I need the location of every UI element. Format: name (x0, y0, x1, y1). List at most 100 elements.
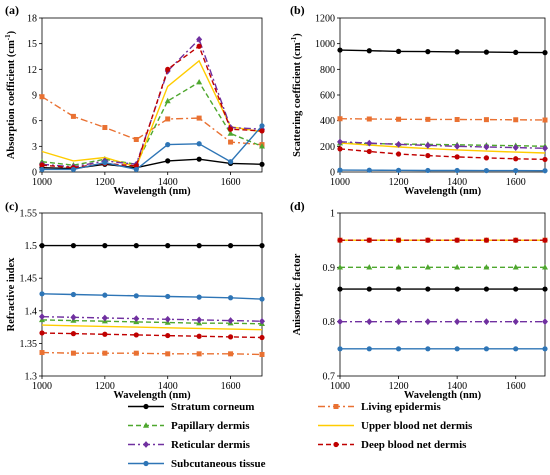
legend-label: Upper blood net dermis (361, 420, 473, 432)
data-point (395, 167, 402, 173)
legend-swatch-marker (143, 460, 149, 467)
series-subcutaneous-tissue (337, 167, 548, 174)
y-tick-label: 1.5 (25, 241, 38, 252)
data-point (133, 293, 139, 299)
series-subcutaneous-tissue (39, 291, 265, 302)
data-point (395, 48, 402, 54)
legend-swatch-marker (333, 441, 339, 448)
data-point (102, 125, 108, 131)
data-point (70, 243, 77, 249)
data-point (542, 156, 548, 163)
y-tick-label: 3 (32, 142, 37, 153)
data-point (259, 243, 265, 249)
data-point (454, 318, 461, 326)
x-tick-label: 1200 (95, 177, 115, 188)
y-tick-label: 15 (27, 39, 37, 50)
data-point (454, 286, 460, 292)
data-point (39, 313, 45, 321)
x-tick-label: 1600 (506, 177, 526, 188)
data-point (483, 49, 490, 55)
x-tick-label: 1200 (389, 177, 409, 188)
data-point (454, 237, 460, 243)
data-point (70, 350, 76, 356)
data-point (454, 154, 460, 160)
data-point (102, 243, 108, 249)
data-point (366, 264, 373, 270)
panel-b: (b) 0 200 400 600 800 1000 1200 1000 1200 1400 1600… (290, 3, 548, 197)
y-tick-label: 1000 (315, 39, 335, 50)
legend-label: Papillary dermis (171, 420, 250, 432)
series-line (41, 96, 263, 146)
data-point (133, 166, 139, 173)
x-tick-label: 1600 (221, 381, 241, 392)
data-point (366, 318, 373, 326)
data-point (102, 350, 108, 356)
x-tick-label: 1400 (158, 177, 178, 188)
y-tick-label: 800 (320, 65, 335, 76)
legend: Stratum corneum Living epidermis Papillary… (128, 401, 473, 470)
data-point (366, 286, 372, 292)
data-point (542, 346, 548, 352)
data-point (101, 314, 108, 322)
panel-label: (d) (290, 199, 305, 213)
series-deep-blood-net-dermis (39, 330, 265, 341)
data-point (165, 351, 171, 357)
y-tick-label: 1.4 (25, 306, 38, 317)
data-point (366, 167, 372, 173)
y-tick-label: 0 (32, 168, 37, 179)
series-line (42, 125, 263, 171)
data-point (227, 126, 234, 132)
data-point (454, 117, 460, 123)
y-tick-label: 1.35 (20, 339, 38, 350)
data-point (227, 243, 234, 249)
data-point (424, 142, 431, 149)
x-tick-label: 1200 (95, 381, 115, 392)
data-point (395, 346, 402, 352)
series-reticular-dermis (337, 138, 548, 152)
data-point (513, 167, 519, 174)
data-point (454, 264, 461, 270)
data-point (542, 237, 548, 243)
series-line (41, 319, 263, 325)
data-point (259, 351, 265, 357)
data-point (366, 116, 372, 122)
data-point (542, 168, 548, 174)
data-point (196, 333, 202, 339)
y-tick-label: 6 (32, 116, 37, 127)
data-point (102, 331, 108, 337)
data-point (512, 264, 519, 270)
legend-label: Living epidermis (361, 401, 441, 413)
x-axis-title: Wavelength (nm) (113, 186, 191, 197)
data-point (227, 317, 234, 324)
data-point (196, 351, 202, 357)
data-point (102, 292, 108, 298)
series-upper-blood-net-dermis (339, 142, 546, 154)
data-point (513, 346, 519, 352)
data-point (337, 318, 343, 326)
plot-frame (339, 212, 546, 377)
data-point (259, 296, 265, 302)
data-point (424, 264, 431, 270)
data-point (196, 78, 203, 85)
series-papillary-dermis (337, 264, 548, 270)
panel-label: (c) (5, 199, 18, 213)
data-point (133, 332, 139, 338)
data-point (512, 318, 519, 326)
legend-swatch-marker (143, 422, 149, 428)
data-point (513, 237, 519, 243)
series-deep-blood-net-dermis (39, 43, 265, 171)
series-subcutaneous-tissue (39, 123, 265, 173)
data-point (165, 66, 171, 72)
legend-item: Papillary dermis (128, 420, 250, 432)
y-tick-label: 0.9 (323, 263, 336, 274)
data-point (227, 130, 234, 136)
x-tick-label: 1000 (32, 381, 52, 392)
x-tick-label: 1000 (32, 177, 52, 188)
data-point (542, 144, 548, 152)
series-line (41, 351, 263, 356)
data-point (542, 117, 548, 123)
data-point (366, 148, 372, 155)
data-point (483, 318, 490, 326)
data-point (395, 286, 402, 292)
